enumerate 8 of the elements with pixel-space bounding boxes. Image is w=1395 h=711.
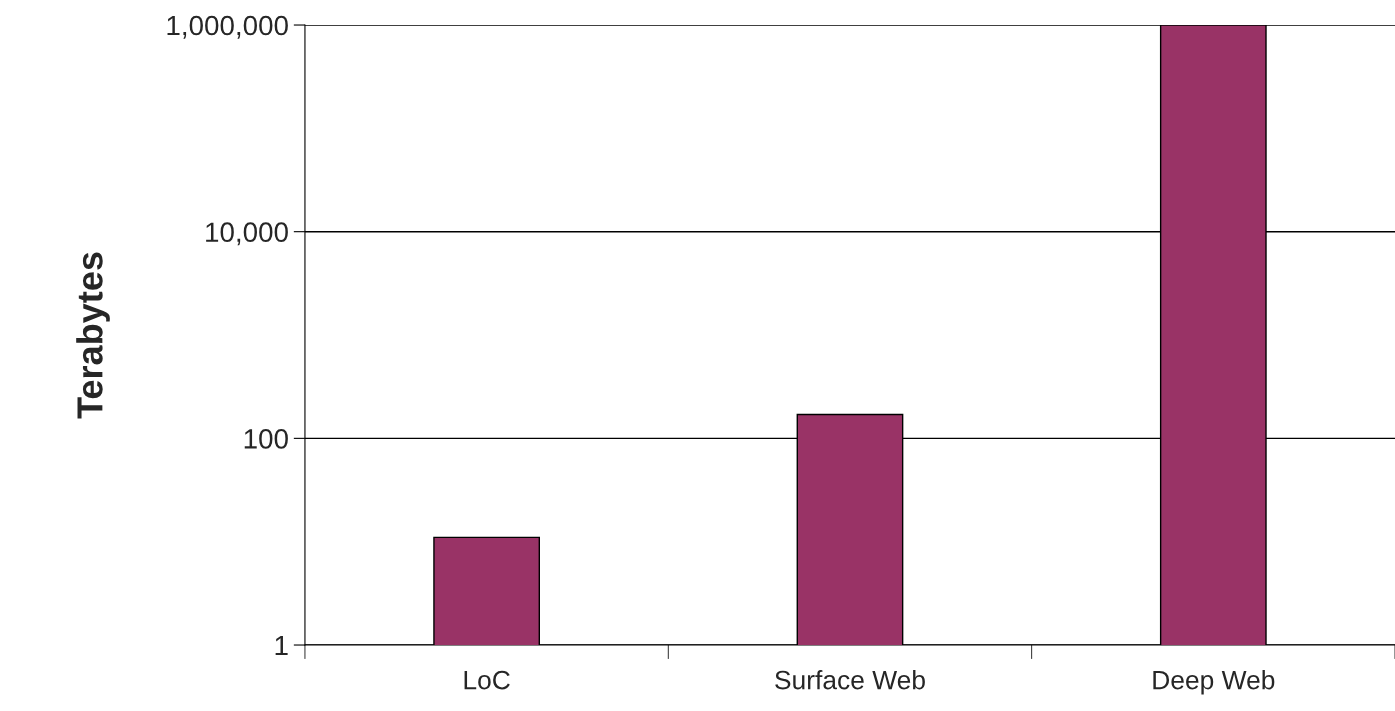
y-tick-label: 1 xyxy=(275,635,288,656)
y-tick-label: 1,000,000 xyxy=(167,15,288,39)
x-tick-label: LoC xyxy=(464,670,510,690)
x-tick-label: Surface Web xyxy=(775,670,925,690)
y-tick-label: 10,000 xyxy=(206,222,288,246)
x-tick-label: Deep Web xyxy=(1153,670,1275,695)
y-tick-label: 100 xyxy=(244,429,288,449)
y-axis-title: Terabytes xyxy=(76,252,110,419)
